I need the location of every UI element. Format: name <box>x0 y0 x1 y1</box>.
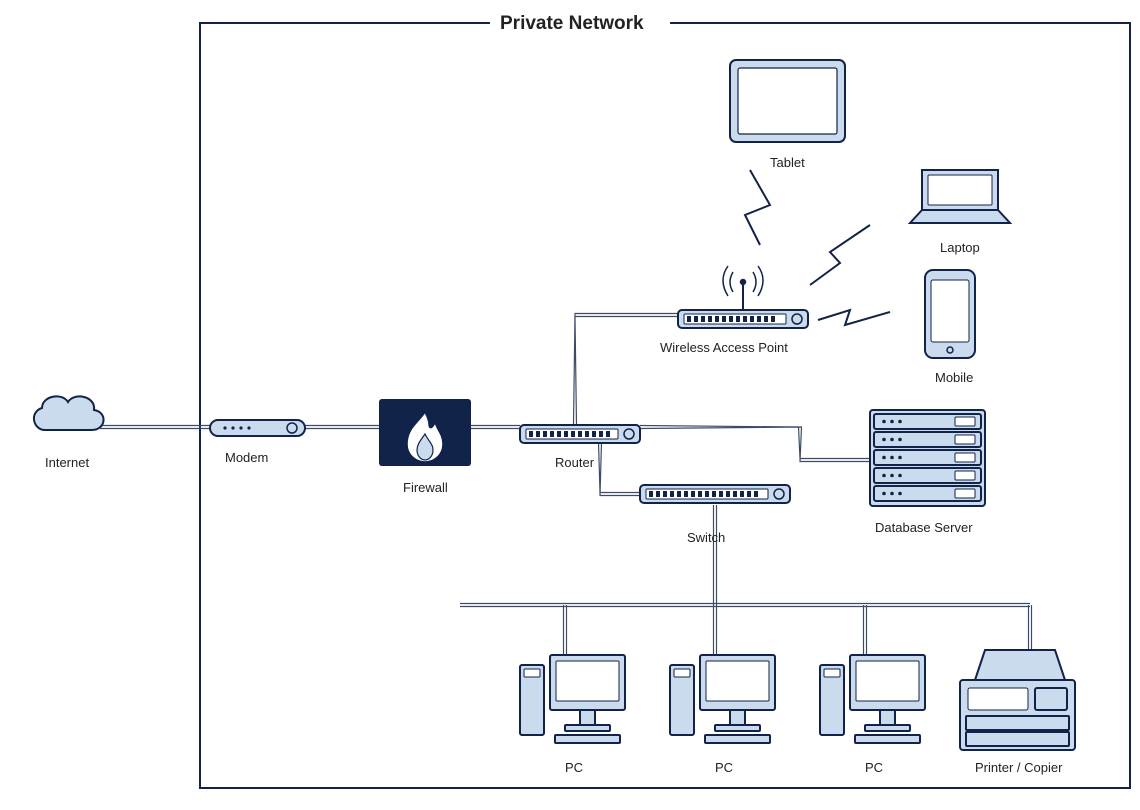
pc3-label: PC <box>865 760 883 775</box>
tablet-label: Tablet <box>770 155 805 170</box>
firewall-label: Firewall <box>403 480 448 495</box>
printer-label: Printer / Copier <box>975 760 1062 775</box>
mobile-label: Mobile <box>935 370 973 385</box>
internet-label: Internet <box>45 455 89 470</box>
diagram-svg <box>0 0 1140 810</box>
wap-label: Wireless Access Point <box>660 340 788 355</box>
modem-label: Modem <box>225 450 268 465</box>
network-diagram: Private Network Internet Modem Firewall … <box>0 0 1140 810</box>
router-label: Router <box>555 455 594 470</box>
laptop-label: Laptop <box>940 240 980 255</box>
pc2-label: PC <box>715 760 733 775</box>
pc1-label: PC <box>565 760 583 775</box>
dbserver-label: Database Server <box>875 520 973 535</box>
diagram-title: Private Network <box>490 13 654 35</box>
switch-label: Switch <box>687 530 725 545</box>
